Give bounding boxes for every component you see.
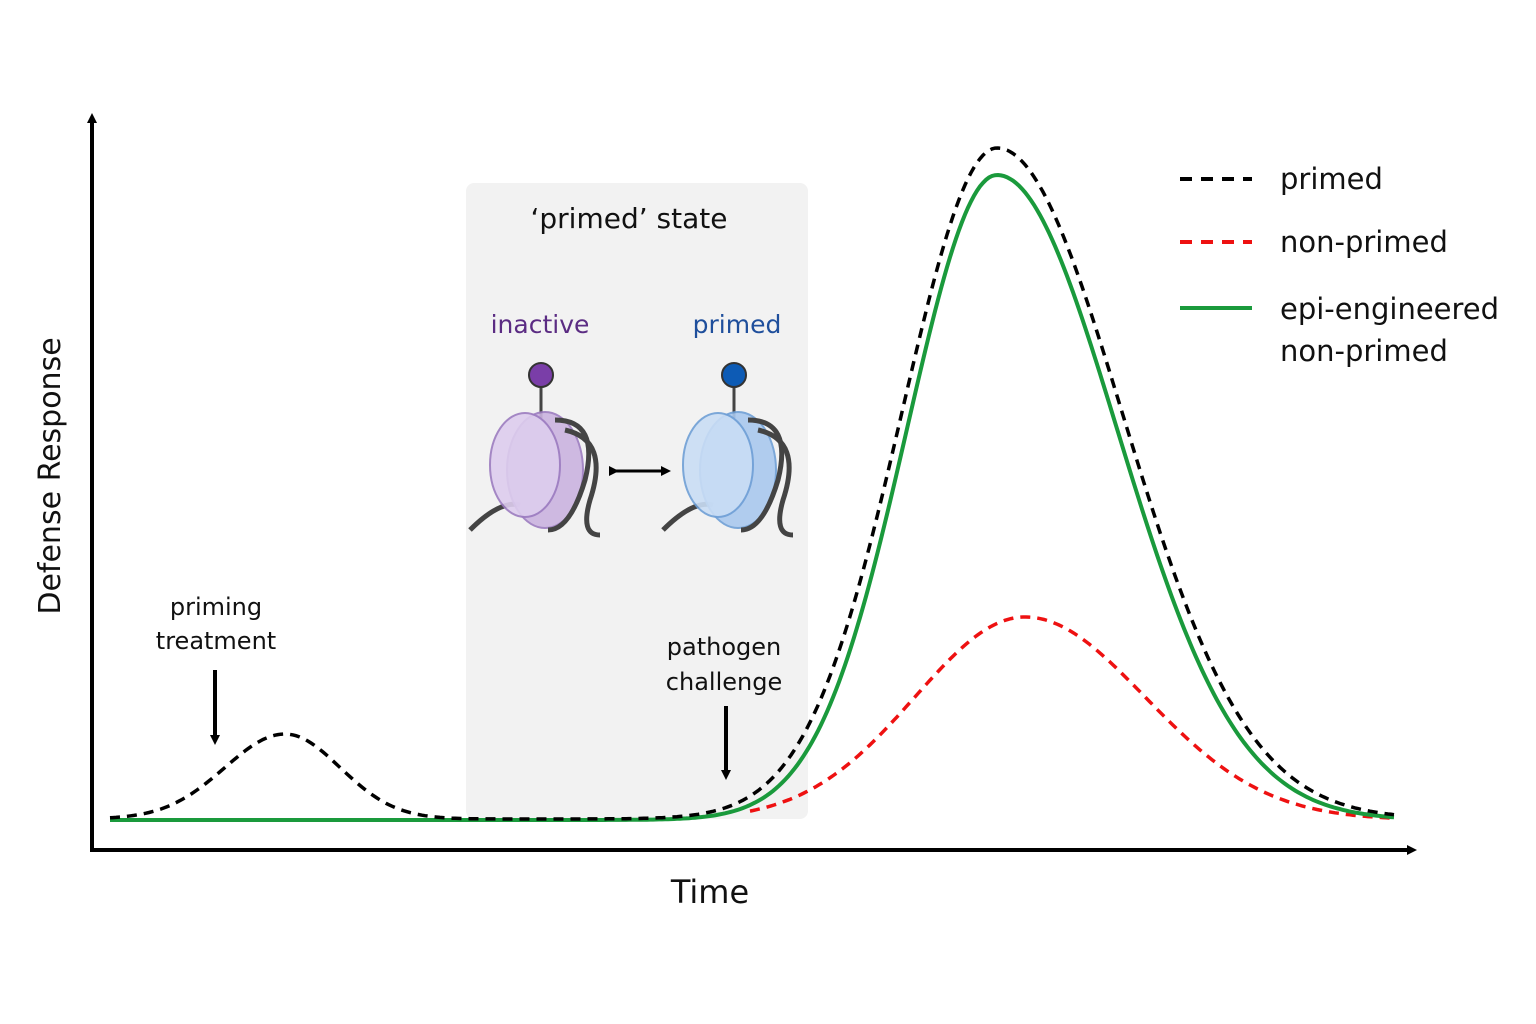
state-label: inactive: [491, 310, 590, 339]
x-axis-label: Time: [670, 873, 749, 911]
legend-label: epi-engineered: [1280, 292, 1499, 326]
y-axis-label: Defense Response: [33, 337, 68, 614]
state-label: primed: [693, 310, 782, 339]
primed-curve: [109, 146, 1395, 821]
legend-label: non-primed: [1280, 334, 1448, 368]
annotation: treatment: [156, 627, 276, 655]
inset-panel: [466, 183, 808, 819]
annotation: pathogen: [667, 633, 781, 661]
legend-label: primed: [1280, 162, 1383, 196]
annotation: priming: [170, 593, 262, 621]
nucleosome-primed: [661, 362, 794, 538]
inset-title: ‘primed’ state: [531, 202, 728, 235]
non-primed-curve: [749, 615, 1396, 820]
legend-label: non-primed: [1280, 225, 1448, 259]
annotation: challenge: [666, 668, 782, 696]
nucleosome-inactive: [468, 362, 601, 538]
epi-engineered-curve: [110, 172, 1395, 822]
